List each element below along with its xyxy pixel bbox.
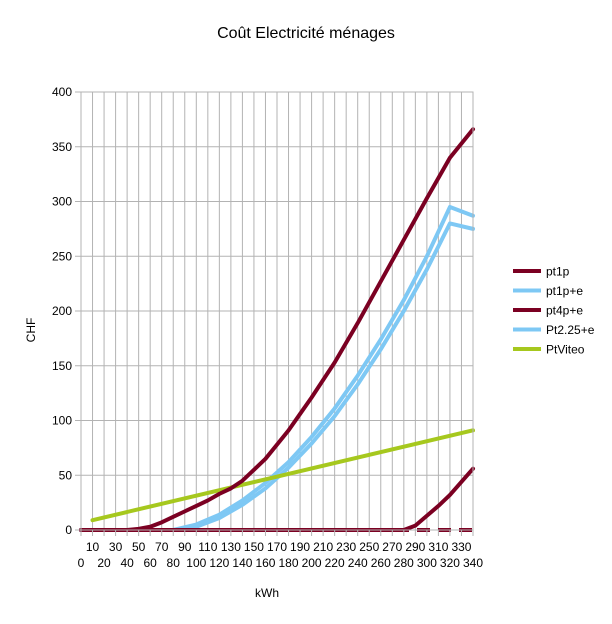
y-tick-label: 250 — [52, 249, 72, 263]
series-line-pt1p-e — [79, 204, 475, 532]
x-tick-label: 10 — [86, 540, 100, 554]
y-tick-label: 350 — [52, 140, 72, 154]
x-tick-label: 270 — [382, 540, 402, 554]
legend: pt1p pt1p+e pt4p+e Pt2.25+e PtViteo — [513, 265, 595, 357]
legend-label: pt4p+e — [546, 304, 583, 318]
legend-label: Pt2.25+e — [546, 323, 595, 337]
x-tick-label: 250 — [359, 540, 379, 554]
x-tick-label: 300 — [417, 556, 437, 570]
x-tick-label: 230 — [336, 540, 356, 554]
x-tick-label: 220 — [325, 556, 345, 570]
y-tick-label: 300 — [52, 195, 72, 209]
x-tick-label: 140 — [232, 556, 252, 570]
x-tick-label: 320 — [440, 556, 460, 570]
x-tick-label: 310 — [428, 540, 448, 554]
y-tick-label: 150 — [52, 359, 72, 373]
x-tick-label: 170 — [267, 540, 287, 554]
legend-label: PtViteo — [546, 343, 585, 357]
y-tick-label: 100 — [52, 414, 72, 428]
x-tick-label: 120 — [209, 556, 229, 570]
legend-label: pt1p — [546, 265, 570, 279]
x-tick-label: 330 — [451, 540, 471, 554]
x-axis-label: kWh — [255, 586, 279, 600]
y-tick-label: 200 — [52, 304, 72, 318]
x-tick-label: 100 — [186, 556, 206, 570]
x-tick-label: 150 — [244, 540, 264, 554]
x-tick-label: 180 — [279, 556, 299, 570]
x-tick-label: 0 — [78, 556, 85, 570]
legend-label: pt1p+e — [546, 284, 583, 298]
plot-axes — [75, 91, 474, 536]
x-tick-label: 110 — [198, 540, 217, 554]
x-tick-label: 20 — [97, 556, 111, 570]
x-tick-label: 70 — [155, 540, 169, 554]
y-axis-label: CHF — [24, 318, 38, 343]
x-tick-label: 280 — [394, 556, 414, 570]
x-tick-label: 190 — [290, 540, 310, 554]
x-tick-labels: 10 30 50 70 90 110 130 150 170 190 210 230 250 270 290… — [78, 540, 484, 570]
x-tick-label: 340 — [463, 556, 483, 570]
x-tick-label: 200 — [302, 556, 322, 570]
y-tick-labels: 0 50 100 150 200 250 300 350 400 — [52, 85, 72, 537]
series-line-ptviteo — [90, 428, 475, 523]
series-line-pt2-25-e — [79, 221, 475, 532]
series-line-unlabeled — [79, 127, 475, 532]
x-tick-label: 160 — [255, 556, 275, 570]
plot-grid — [80, 91, 474, 531]
y-tick-label: 50 — [59, 468, 73, 482]
x-tick-label: 90 — [178, 540, 192, 554]
x-tick-label: 50 — [132, 540, 146, 554]
x-tick-label: 130 — [221, 540, 241, 554]
x-tick-label: 290 — [405, 540, 425, 554]
y-tick-label: 0 — [65, 523, 72, 537]
x-tick-label: 30 — [109, 540, 123, 554]
chart-title: Coût Electricité ménages — [217, 25, 395, 42]
x-tick-label: 60 — [143, 556, 157, 570]
x-tick-label: 260 — [371, 556, 391, 570]
x-tick-label: 240 — [348, 556, 368, 570]
y-tick-label: 400 — [52, 85, 72, 99]
x-tick-label: 40 — [120, 556, 134, 570]
x-tick-label: 210 — [313, 540, 333, 554]
x-tick-label: 80 — [167, 556, 181, 570]
